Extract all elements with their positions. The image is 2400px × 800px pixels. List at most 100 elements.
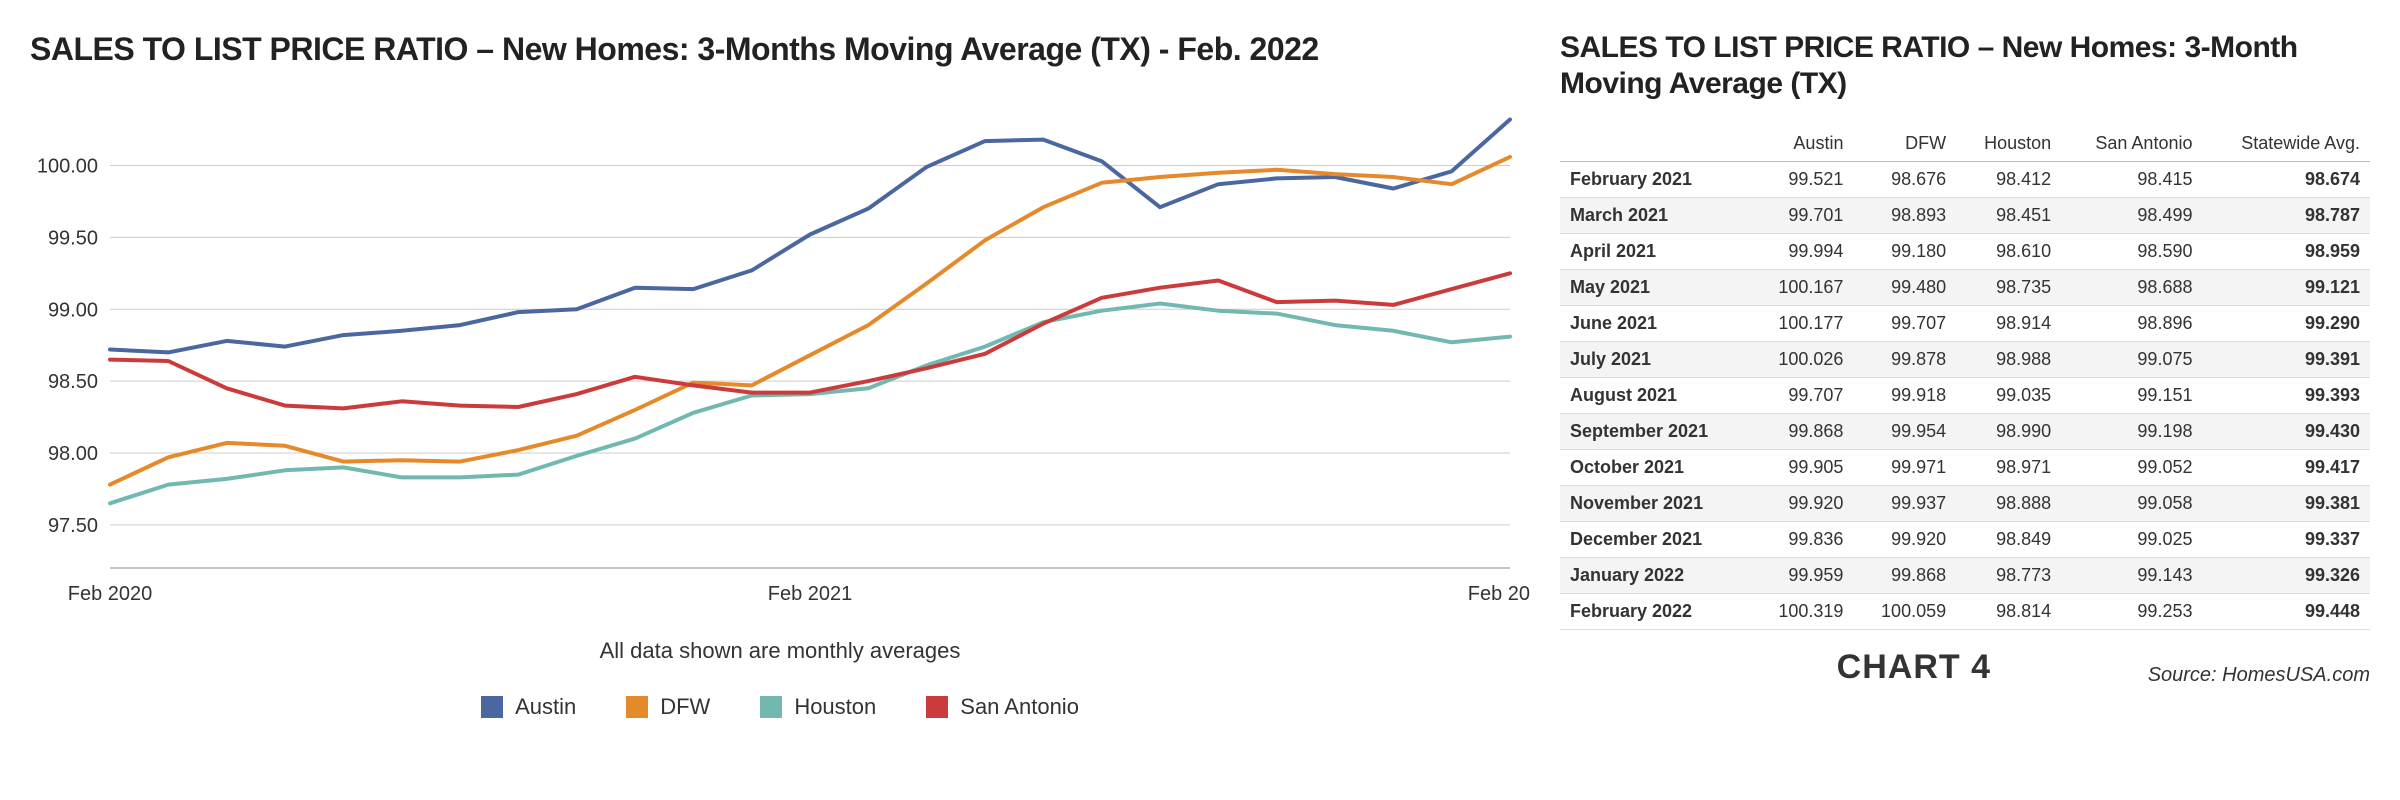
- table-cell: 99.121: [2202, 270, 2370, 306]
- legend-swatch: [481, 696, 503, 718]
- dashboard: SALES TO LIST PRICE RATIO – New Homes: 3…: [0, 0, 2400, 800]
- table-row: February 202199.52198.67698.41298.41598.…: [1560, 162, 2370, 198]
- table-cell: 99.521: [1751, 162, 1854, 198]
- table-cell: 98.814: [1956, 594, 2061, 630]
- table-cell: 100.026: [1751, 342, 1854, 378]
- table-cell: August 2021: [1560, 378, 1751, 414]
- table-cell: November 2021: [1560, 486, 1751, 522]
- legend-label: San Antonio: [960, 694, 1079, 720]
- table-cell: 99.954: [1853, 414, 1956, 450]
- table-cell: 98.735: [1956, 270, 2061, 306]
- table-cell: 98.676: [1853, 162, 1956, 198]
- table-cell: 99.959: [1751, 558, 1854, 594]
- chart-legend: AustinDFWHoustonSan Antonio: [30, 694, 1530, 720]
- table-row: October 202199.90599.97198.97199.05299.4…: [1560, 450, 2370, 486]
- svg-text:100.00: 100.00: [37, 156, 98, 178]
- svg-text:98.00: 98.00: [48, 443, 98, 465]
- table-cell: 99.198: [2061, 414, 2202, 450]
- table-row: December 202199.83699.92098.84999.02599.…: [1560, 522, 2370, 558]
- table-row: February 2022100.319100.05998.81499.2539…: [1560, 594, 2370, 630]
- table-row: March 202199.70198.89398.45198.49998.787: [1560, 198, 2370, 234]
- table-cell: 98.888: [1956, 486, 2061, 522]
- table-cell: 98.674: [2202, 162, 2370, 198]
- table-cell: March 2021: [1560, 198, 1751, 234]
- table-row: November 202199.92099.93798.88899.05899.…: [1560, 486, 2370, 522]
- svg-text:99.50: 99.50: [48, 228, 98, 250]
- table-cell: 99.151: [2061, 378, 2202, 414]
- table-cell: 99.025: [2061, 522, 2202, 558]
- table-cell: 98.415: [2061, 162, 2202, 198]
- table-row: June 2021100.17799.70798.91498.89699.290: [1560, 306, 2370, 342]
- table-cell: June 2021: [1560, 306, 1751, 342]
- table-cell: 98.849: [1956, 522, 2061, 558]
- table-cell: 98.688: [2061, 270, 2202, 306]
- table-row: January 202299.95999.86898.77399.14399.3…: [1560, 558, 2370, 594]
- table-cell: December 2021: [1560, 522, 1751, 558]
- legend-item: DFW: [626, 694, 710, 720]
- table-cell: 99.035: [1956, 378, 2061, 414]
- table-cell: May 2021: [1560, 270, 1751, 306]
- table-cell: 98.893: [1853, 198, 1956, 234]
- table-cell: 100.177: [1751, 306, 1854, 342]
- table-cell: 99.337: [2202, 522, 2370, 558]
- table-cell: February 2021: [1560, 162, 1751, 198]
- table-row: April 202199.99499.18098.61098.59098.959: [1560, 234, 2370, 270]
- table-panel: SALES TO LIST PRICE RATIO – New Homes: 3…: [1560, 20, 2370, 790]
- table-cell: 99.918: [1853, 378, 1956, 414]
- table-cell: 100.167: [1751, 270, 1854, 306]
- data-table: AustinDFWHoustonSan AntonioStatewide Avg…: [1560, 126, 2370, 630]
- table-cell: 98.971: [1956, 450, 2061, 486]
- table-cell: 99.417: [2202, 450, 2370, 486]
- table-cell: 99.707: [1751, 378, 1854, 414]
- line-chart: 97.5098.0098.5099.0099.50100.00Feb 2020F…: [30, 88, 1530, 628]
- table-cell: 99.391: [2202, 342, 2370, 378]
- table-cell: 98.610: [1956, 234, 2061, 270]
- table-row: August 202199.70799.91899.03599.15199.39…: [1560, 378, 2370, 414]
- table-cell: 98.990: [1956, 414, 2061, 450]
- table-cell: 99.937: [1853, 486, 1956, 522]
- table-cell: 99.253: [2061, 594, 2202, 630]
- table-cell: 98.590: [2061, 234, 2202, 270]
- table-cell: 99.994: [1751, 234, 1854, 270]
- table-row: September 202199.86899.95498.99099.19899…: [1560, 414, 2370, 450]
- table-cell: 99.836: [1751, 522, 1854, 558]
- table-cell: February 2022: [1560, 594, 1751, 630]
- table-cell: 99.920: [1751, 486, 1854, 522]
- table-header-cell: Austin: [1751, 126, 1854, 162]
- chart-subtitle: All data shown are monthly averages: [30, 638, 1530, 664]
- svg-text:Feb 2020: Feb 2020: [68, 583, 153, 605]
- table-cell: 99.180: [1853, 234, 1956, 270]
- legend-swatch: [760, 696, 782, 718]
- table-cell: April 2021: [1560, 234, 1751, 270]
- table-cell: 98.499: [2061, 198, 2202, 234]
- table-header-cell: Houston: [1956, 126, 2061, 162]
- chart-panel: SALES TO LIST PRICE RATIO – New Homes: 3…: [30, 20, 1530, 790]
- table-header-cell: Statewide Avg.: [2202, 126, 2370, 162]
- table-row: May 2021100.16799.48098.73598.68899.121: [1560, 270, 2370, 306]
- table-cell: 99.052: [2061, 450, 2202, 486]
- legend-label: Houston: [794, 694, 876, 720]
- table-cell: 99.971: [1853, 450, 1956, 486]
- table-cell: 99.393: [2202, 378, 2370, 414]
- table-header-cell: San Antonio: [2061, 126, 2202, 162]
- table-cell: 98.451: [1956, 198, 2061, 234]
- table-cell: 99.326: [2202, 558, 2370, 594]
- table-cell: 99.290: [2202, 306, 2370, 342]
- table-header-cell: DFW: [1853, 126, 1956, 162]
- table-cell: 99.701: [1751, 198, 1854, 234]
- table-cell: 99.905: [1751, 450, 1854, 486]
- table-cell: 99.878: [1853, 342, 1956, 378]
- table-cell: 100.319: [1751, 594, 1854, 630]
- svg-text:Feb 2022: Feb 2022: [1468, 583, 1530, 605]
- legend-swatch: [926, 696, 948, 718]
- chart-number-label: CHART 4: [1837, 648, 1991, 687]
- table-cell: 99.707: [1853, 306, 1956, 342]
- table-cell: 99.448: [2202, 594, 2370, 630]
- legend-swatch: [626, 696, 648, 718]
- source-label: Source: HomesUSA.com: [2148, 664, 2370, 687]
- svg-text:97.50: 97.50: [48, 515, 98, 537]
- svg-text:98.50: 98.50: [48, 372, 98, 394]
- table-cell: September 2021: [1560, 414, 1751, 450]
- table-cell: 99.920: [1853, 522, 1956, 558]
- table-cell: 99.430: [2202, 414, 2370, 450]
